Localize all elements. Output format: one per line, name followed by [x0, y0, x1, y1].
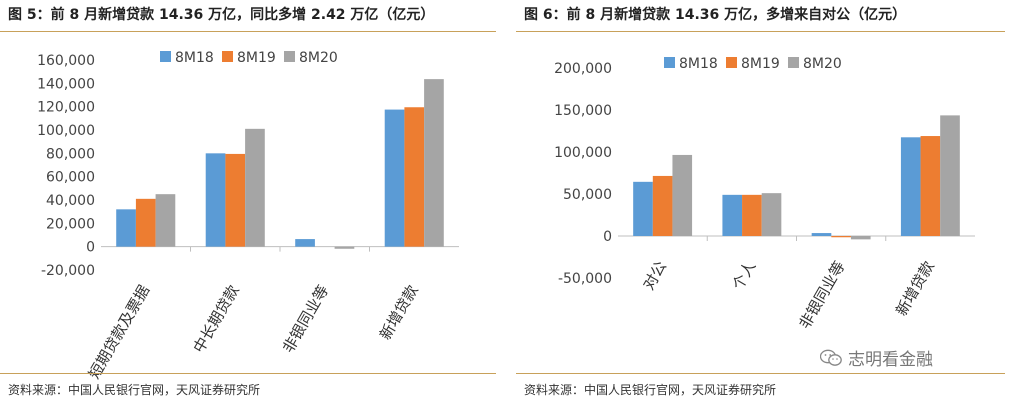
legend-label: 8M20	[299, 50, 338, 66]
legend-swatch	[160, 51, 171, 62]
bar-8M19	[742, 194, 762, 236]
figure5-title: 图 5：前 8 月新增贷款 14.36 万亿，同比多增 2.42 万亿（亿元）	[8, 7, 435, 23]
y-tick-label: 140,000	[37, 76, 95, 92]
bar-8M20	[672, 154, 693, 236]
y-tick-label: 0	[603, 229, 612, 245]
bar-8M20	[761, 193, 782, 236]
legend-swatch	[788, 57, 799, 68]
y-tick-label: 100,000	[37, 123, 95, 139]
figure6-top-rule	[516, 31, 1005, 32]
figure6-title: 图 6：前 8 月新增贷款 14.36 万亿，多增来自对公（亿元）	[524, 7, 907, 23]
y-tick-label: 20,000	[46, 216, 95, 232]
figure5-top-rule	[0, 31, 496, 32]
bar-8M18	[384, 109, 405, 247]
legend-swatch	[664, 57, 675, 68]
y-tick-label: 80,000	[46, 146, 95, 162]
legend-label: 8M20	[803, 56, 842, 72]
legend-label: 8M19	[237, 50, 276, 66]
y-tick-label: 60,000	[46, 170, 95, 186]
bar-8M19	[652, 175, 673, 236]
watermark-text: 志明看金融	[848, 350, 933, 370]
legend-label: 8M18	[175, 50, 214, 66]
y-tick-label: 150,000	[554, 103, 612, 119]
bar-8M20	[334, 246, 355, 249]
figure5-chart: -20,000 0 20,000 40,000 60,000 80,000 100,000 1…	[37, 50, 459, 382]
bar-8M18	[722, 194, 743, 236]
y-tick-label: 40,000	[46, 193, 95, 209]
figure6-panel: 图 6：前 8 月新增贷款 14.36 万亿，多增来自对公（亿元） -50,00…	[516, 0, 1009, 406]
bar-8M19	[404, 107, 425, 247]
bar-8M18	[811, 233, 832, 236]
figure6-chart: -50,000 0 50,000 100,000 150,000 200,000 对公 个人非…	[554, 56, 975, 332]
bar-8M19	[135, 198, 156, 247]
bar-8M19	[831, 236, 851, 238]
legend-label: 8M19	[741, 56, 780, 72]
y-tick-label: -20,000	[41, 263, 95, 279]
y-tick-label: 100,000	[554, 145, 612, 161]
bar-8M20	[940, 115, 960, 236]
y-tick-label: -50,000	[558, 271, 612, 287]
watermark: 志明看金融	[820, 345, 933, 370]
figure5-panel: 图 5：前 8 月新增贷款 14.36 万亿，同比多增 2.42 万亿（亿元） …	[0, 0, 500, 406]
category-label: 非银同业等	[279, 282, 332, 356]
category-label: 对公	[639, 258, 670, 293]
legend-swatch	[284, 51, 295, 62]
bar-8M19	[225, 153, 246, 247]
figure6-source: 资料来源：中国人民银行官网，天风证券研究所	[524, 383, 777, 397]
wechat-icon	[820, 349, 842, 366]
figure6-bottom-rule	[516, 373, 1005, 374]
category-label: 新增贷款	[376, 282, 422, 343]
legend-swatch	[726, 57, 737, 68]
category-label: 短期贷款及票据	[85, 282, 153, 382]
y-tick-label: 120,000	[37, 100, 95, 116]
bar-8M20	[155, 194, 176, 247]
category-label: 中长期贷款	[190, 282, 243, 356]
y-tick-label: 160,000	[37, 53, 95, 69]
figure5-bottom-rule	[0, 373, 496, 374]
category-label: 非银同业等	[795, 258, 848, 332]
bar-8M18	[633, 181, 653, 236]
bar-8M18	[205, 153, 226, 247]
bar-8M18	[116, 209, 136, 247]
category-label: 个人	[729, 258, 760, 293]
y-tick-label: 200,000	[554, 61, 612, 77]
figure5-source: 资料来源：中国人民银行官网，天风证券研究所	[8, 383, 261, 397]
legend-swatch	[222, 51, 233, 62]
bar-8M20	[850, 236, 871, 240]
bar-8M20	[424, 79, 444, 247]
bar-8M18	[295, 239, 315, 247]
legend-label: 8M18	[679, 56, 718, 72]
y-tick-label: 50,000	[563, 187, 612, 203]
y-tick-label: 0	[86, 240, 95, 256]
bar-8M20	[245, 128, 265, 247]
category-label: 新增贷款	[892, 258, 938, 319]
bar-8M18	[900, 137, 921, 236]
bar-8M19	[920, 136, 941, 236]
